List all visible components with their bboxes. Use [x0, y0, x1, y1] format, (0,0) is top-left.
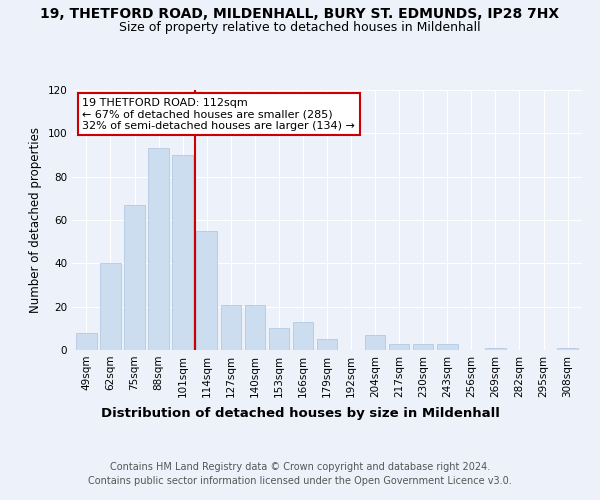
Bar — [437, 344, 458, 350]
Y-axis label: Number of detached properties: Number of detached properties — [29, 127, 42, 313]
Bar — [245, 304, 265, 350]
Bar — [365, 335, 385, 350]
Bar — [485, 348, 506, 350]
Bar — [196, 231, 217, 350]
Text: Contains public sector information licensed under the Open Government Licence v3: Contains public sector information licen… — [88, 476, 512, 486]
Bar — [389, 344, 409, 350]
Bar — [148, 148, 169, 350]
Bar — [100, 264, 121, 350]
Text: 19, THETFORD ROAD, MILDENHALL, BURY ST. EDMUNDS, IP28 7HX: 19, THETFORD ROAD, MILDENHALL, BURY ST. … — [40, 8, 560, 22]
Text: Distribution of detached houses by size in Mildenhall: Distribution of detached houses by size … — [101, 408, 499, 420]
Bar — [293, 322, 313, 350]
Bar — [269, 328, 289, 350]
Bar — [172, 155, 193, 350]
Text: Size of property relative to detached houses in Mildenhall: Size of property relative to detached ho… — [119, 22, 481, 35]
Bar — [413, 344, 433, 350]
Bar — [124, 205, 145, 350]
Bar — [76, 332, 97, 350]
Text: Contains HM Land Registry data © Crown copyright and database right 2024.: Contains HM Land Registry data © Crown c… — [110, 462, 490, 472]
Bar — [557, 348, 578, 350]
Bar — [221, 304, 241, 350]
Bar — [317, 339, 337, 350]
Text: 19 THETFORD ROAD: 112sqm
← 67% of detached houses are smaller (285)
32% of semi-: 19 THETFORD ROAD: 112sqm ← 67% of detach… — [82, 98, 355, 131]
